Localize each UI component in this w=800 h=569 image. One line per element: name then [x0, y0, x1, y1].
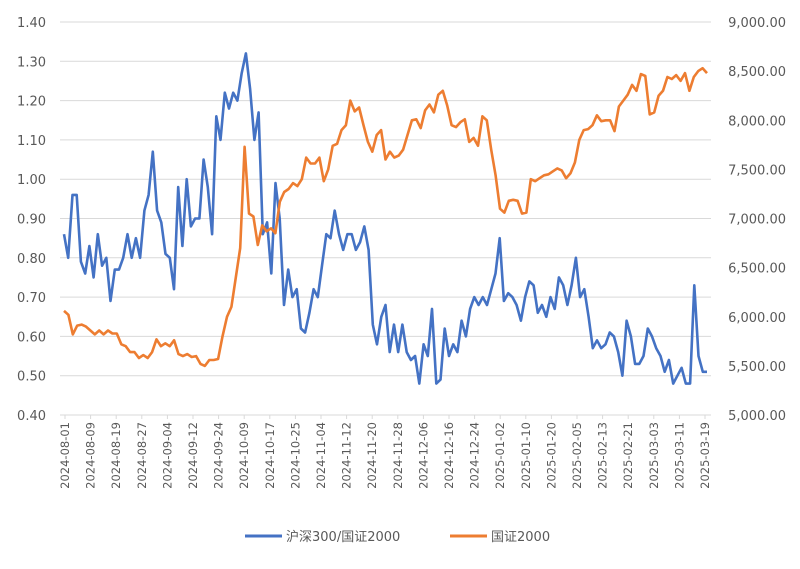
x-tick-label: 2024-08-27 — [135, 422, 149, 489]
series-line-ratio — [62, 52, 707, 385]
x-tick-label: 2025-03-19 — [698, 422, 712, 489]
x-tick-label: 2024-10-09 — [237, 422, 251, 489]
x-tick-label: 2024-10-25 — [288, 422, 302, 489]
left-tick-label: 1.30 — [17, 55, 46, 70]
x-tick-label: 2025-02-21 — [621, 422, 635, 489]
gridlines — [60, 21, 711, 416]
left-tick-label: 0.40 — [17, 409, 46, 424]
right-axis: 5,000.00 5,500.00 6,000.00 6,500.00 7,000.00… — [728, 16, 786, 424]
left-tick-label: 1.10 — [17, 134, 46, 149]
x-tick-label: 2025-02-13 — [596, 422, 610, 489]
legend-label-ratio: 沪深300/国证2000 — [286, 529, 400, 545]
x-tick-label: 2024-11-28 — [391, 422, 405, 489]
left-tick-label: 0.80 — [17, 252, 46, 267]
x-tick-label: 2025-01-10 — [519, 422, 533, 489]
x-tick-label: 2025-03-11 — [672, 422, 686, 489]
legend: 沪深300/国证2000 国证2000 — [245, 529, 550, 545]
series-line-index — [63, 66, 708, 368]
x-axis: 2024-08-01 2024-08-09 2024-08-19 2024-08-27… — [58, 415, 712, 489]
left-tick-label: 0.90 — [17, 213, 46, 228]
x-tick-label: 2024-12-06 — [416, 422, 430, 489]
right-tick-label: 5,500.00 — [728, 360, 786, 375]
x-tick-label: 2024-08-09 — [84, 422, 98, 489]
left-tick-label: 0.60 — [17, 330, 46, 345]
right-tick-label: 8,500.00 — [728, 65, 786, 80]
right-tick-label: 8,000.00 — [728, 114, 786, 129]
x-tick-label: 2025-02-05 — [570, 422, 584, 489]
right-tick-label: 9,000.00 — [728, 16, 786, 31]
x-tick-label: 2024-08-01 — [58, 422, 72, 489]
left-tick-label: 1.20 — [17, 95, 46, 110]
left-axis: 0.40 0.50 0.60 0.70 0.80 0.90 1.00 1.10 1.20 1.30… — [17, 16, 46, 424]
x-tick-label: 2024-09-12 — [186, 422, 200, 489]
x-tick-label: 2025-01-20 — [544, 422, 558, 489]
x-tick-label: 2024-11-12 — [340, 422, 354, 489]
left-tick-label: 1.00 — [17, 173, 46, 188]
series-lines — [62, 52, 708, 385]
x-tick-label: 2024-10-17 — [263, 422, 277, 489]
right-tick-label: 6,500.00 — [728, 262, 786, 277]
x-tick-label: 2024-11-04 — [314, 422, 328, 489]
right-tick-label: 7,000.00 — [728, 213, 786, 228]
legend-label-index: 国证2000 — [491, 530, 550, 545]
right-tick-label: 5,000.00 — [728, 409, 786, 424]
x-tick-label: 2024-12-24 — [468, 422, 482, 489]
left-tick-label: 0.50 — [17, 370, 46, 385]
x-tick-label: 2024-09-04 — [160, 422, 174, 489]
x-tick-label: 2025-03-03 — [647, 422, 661, 489]
x-tick-label: 2025-01-02 — [493, 422, 507, 489]
x-tick-label: 2024-09-24 — [212, 422, 226, 489]
left-tick-label: 1.40 — [17, 16, 46, 31]
x-tick-label: 2024-08-19 — [109, 422, 123, 489]
x-tick-label: 2024-12-16 — [442, 422, 456, 489]
left-tick-label: 0.70 — [17, 291, 46, 306]
right-tick-label: 6,000.00 — [728, 311, 786, 326]
x-tick-label: 2024-11-20 — [365, 422, 379, 489]
right-tick-label: 7,500.00 — [728, 163, 786, 178]
